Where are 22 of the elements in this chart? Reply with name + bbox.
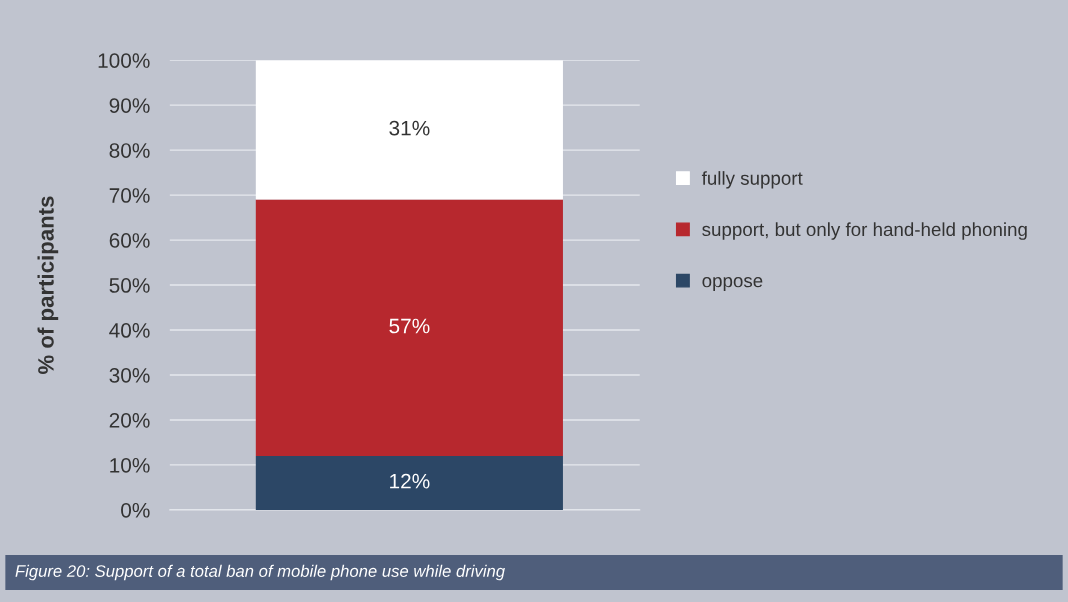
y-tick-label: 10% [110,457,150,473]
legend-label: fully support [701,171,803,189]
y-tick-label: 0% [121,502,150,518]
y-tick-label: 100% [98,53,150,68]
bar [255,455,563,510]
data-label: 12% [390,473,430,489]
legend-label: support, but only for hand-held phoning [702,222,1027,240]
y-tick-label: 80% [109,143,150,158]
y-tick-label: 40% [109,323,150,338]
y-tick-label: 70% [109,188,150,203]
bar [255,60,563,200]
caption: Figure 20: Support of a total ban of mobile phone use while driving [15,564,505,581]
y-tick-label: 60% [109,233,150,248]
bar [255,199,563,456]
data-label: 57% [389,318,430,334]
y-tick-label: 20% [109,412,150,428]
y-axis-title: % of participants [37,196,59,375]
y-tick-label: 90% [109,98,150,113]
y-tick-label: 50% [109,278,150,293]
data-label: 31% [389,120,430,136]
legend-label: oppose [702,277,763,292]
y-tick-label: 30% [109,367,150,383]
